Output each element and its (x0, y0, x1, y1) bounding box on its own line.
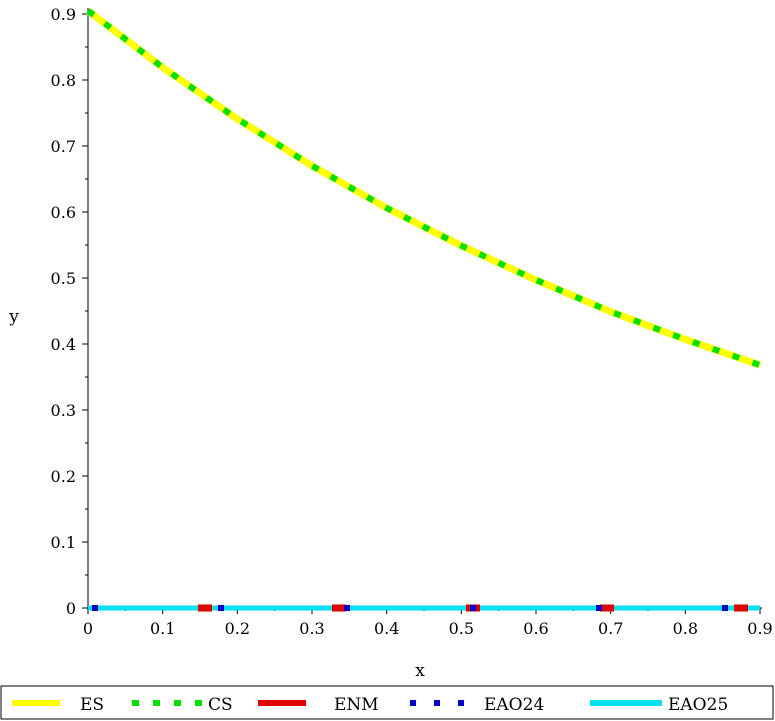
x-tick-label: 0.6 (523, 619, 548, 638)
x-axis-label: x (415, 661, 425, 681)
legend: ES CS ENM EAO24 EAO25 (0, 685, 774, 720)
legend-label: ENM (334, 695, 379, 715)
x-tick-label: 0 (83, 619, 93, 638)
x-tick-label: 0.3 (299, 619, 324, 638)
y-tick-label: 0.9 (51, 5, 76, 24)
y-tick-label: 0.7 (51, 137, 76, 156)
y-tick-label: 0.5 (51, 269, 76, 288)
series-line-es (85, 7, 762, 369)
x-tick-label: 0.7 (598, 619, 623, 638)
x-tick-label: 0.1 (150, 619, 175, 638)
y-tick-label: 0 (66, 599, 76, 618)
y-tick-label: 0.2 (51, 467, 76, 486)
x-tick-label: 0.8 (673, 619, 698, 638)
y-tick-label: 0.8 (51, 71, 76, 90)
series-lines (85, 7, 762, 612)
y-tick-label: 0.3 (51, 401, 76, 420)
x-tick-label: 0.5 (449, 619, 474, 638)
x-tick-label: 0.4 (374, 619, 399, 638)
y-tick-label: 0.4 (51, 335, 76, 354)
y-tick-label: 0.6 (51, 203, 76, 222)
legend-label: EAO24 (484, 695, 544, 715)
y-axis-label: y (8, 307, 19, 327)
y-tick-label: 0.1 (51, 533, 76, 552)
axis-ticks: 0 0.1 0.2 0.3 0.4 0.5 0.6 0.7 0.8 0.9 0 0.1 0.2 0.3 0.… (51, 5, 773, 638)
axes (87, 8, 762, 609)
x-tick-label: 0.2 (225, 619, 250, 638)
x-tick-label: 0.9 (747, 619, 772, 638)
legend-label: ES (80, 695, 104, 715)
legend-label: EAO25 (668, 695, 728, 715)
legend-label: CS (208, 695, 233, 715)
series-line-cs (86, 8, 761, 368)
